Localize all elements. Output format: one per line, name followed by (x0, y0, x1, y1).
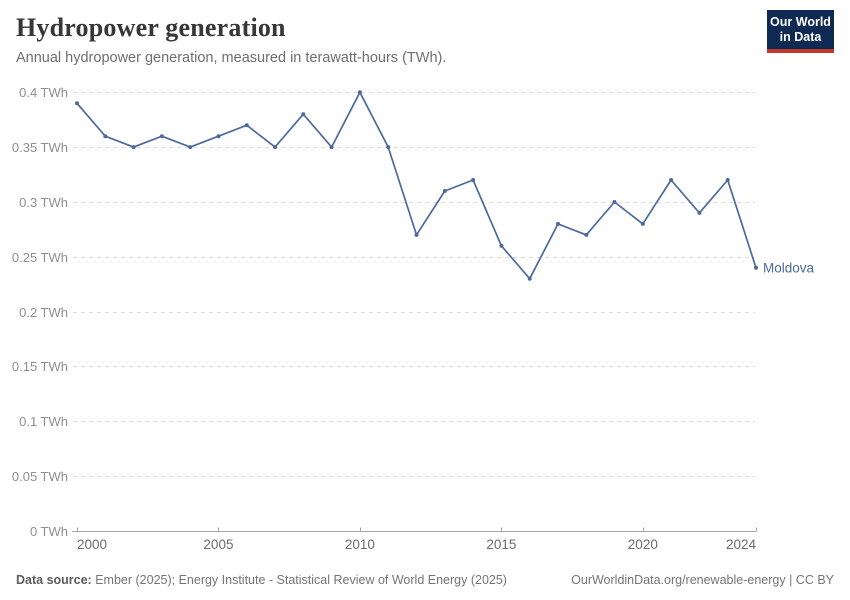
y-tick-label: 0.35 TWh (12, 140, 68, 155)
data-point (103, 134, 108, 139)
x-axis (72, 527, 757, 532)
y-tick-label: 0.2 TWh (19, 305, 68, 320)
y-tick-label: 0.1 TWh (19, 414, 68, 429)
data-point (640, 221, 645, 226)
datasource-line: Data source: Ember (2025); Energy Instit… (16, 573, 507, 587)
x-tick-label: 2005 (203, 537, 233, 552)
y-axis-labels: 0 TWh 0.05 TWh 0.1 TWh 0.15 TWh 0.2 TWh 0.25 … (12, 85, 68, 539)
y-tick-label: 0.05 TWh (12, 469, 68, 484)
data-point (669, 178, 674, 182)
data-point (216, 134, 221, 139)
data-point (131, 145, 136, 150)
entity-label: Moldova (763, 260, 815, 275)
data-point (329, 145, 334, 150)
owid-logo-box: Our World in Data (767, 10, 834, 53)
data-point (584, 232, 589, 237)
data-point (442, 189, 447, 193)
x-tick-label: 2010 (345, 537, 375, 552)
data-point (301, 112, 306, 117)
x-tick-label: 2015 (486, 537, 516, 552)
x-axis-labels: 2000 2005 2010 2015 2020 2024 (77, 537, 756, 552)
footer-link[interactable]: OurWorldinData.org/renewable-energy | CC… (571, 573, 834, 587)
x-tick-label: 2020 (628, 537, 658, 552)
gridlines (73, 92, 755, 477)
datasource-text: Ember (2025); Energy Institute - Statist… (91, 573, 507, 587)
y-tick-label: 0 TWh (30, 524, 68, 539)
data-point (386, 145, 391, 150)
data-point (697, 210, 702, 215)
data-point (725, 178, 730, 182)
y-tick-label: 0.25 TWh (12, 250, 68, 265)
data-points (75, 90, 758, 281)
datasource-label: Data source: (16, 573, 92, 587)
data-point (527, 276, 532, 281)
y-tick-label: 0.3 TWh (19, 195, 68, 210)
owid-logo-line1: Our World (770, 15, 831, 29)
chart-footer: Data source: Ember (2025); Energy Instit… (16, 573, 834, 587)
owid-logo-line2: in Data (779, 30, 822, 44)
page-title: Hydropower generation (16, 13, 286, 42)
data-point (159, 134, 164, 139)
data-point (188, 145, 193, 150)
data-point (612, 200, 617, 204)
data-point (556, 221, 560, 226)
x-tick-label: 2024 (726, 537, 757, 552)
data-point (75, 101, 79, 106)
y-tick-label: 0.15 TWh (12, 359, 68, 374)
data-point (414, 232, 419, 237)
data-point (499, 243, 504, 248)
x-tick-label: 2000 (77, 537, 107, 552)
data-point (244, 123, 249, 128)
chart-subtitle: Annual hydropower generation, measured i… (16, 50, 447, 66)
owid-logo[interactable]: Our World in Data (767, 10, 834, 53)
chart-header: Hydropower generation Annual hydropower … (16, 13, 750, 66)
data-point (357, 90, 362, 95)
y-tick-label: 0.4 TWh (19, 85, 68, 100)
data-point (754, 265, 758, 270)
data-point (471, 178, 476, 182)
data-line (76, 91, 757, 280)
data-point (273, 145, 277, 150)
